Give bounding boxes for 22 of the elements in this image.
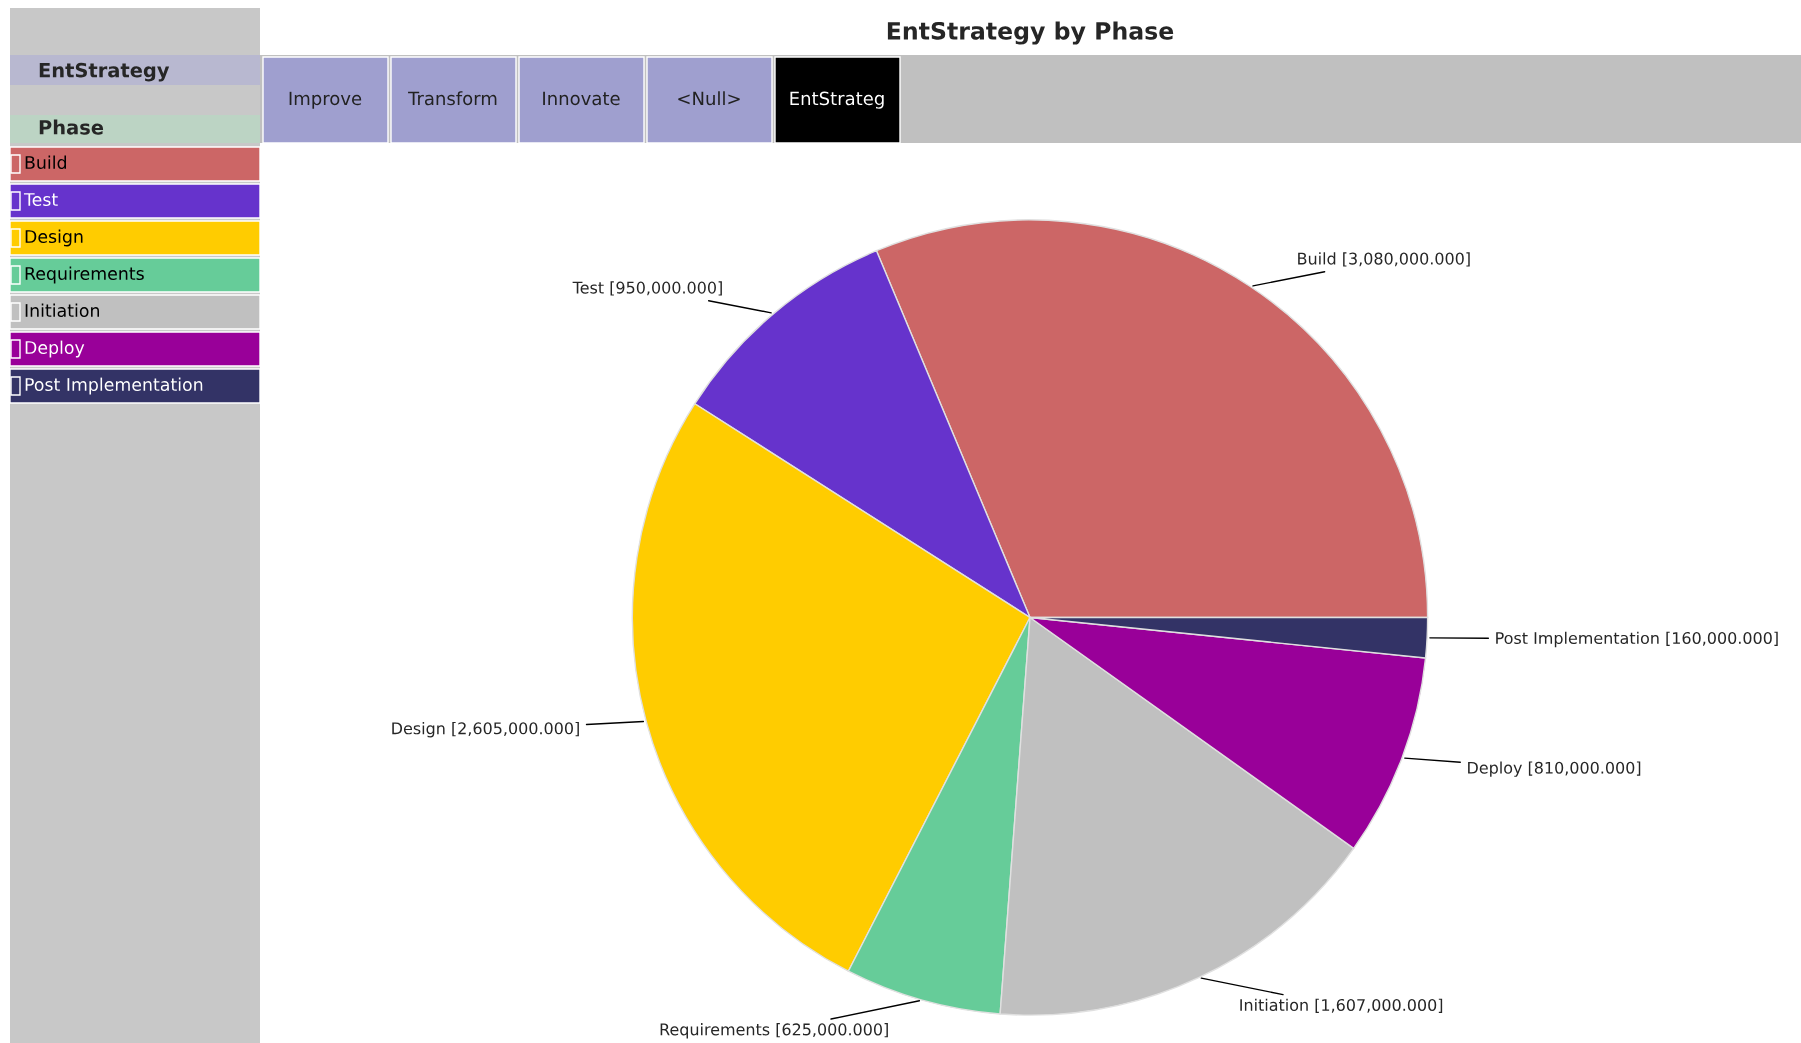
chart-title: EntStrategy by Phase (887, 21, 1174, 45)
text: Improve (289, 91, 362, 109)
category-label: Deploy [810,000.000] (1468, 761, 1641, 777)
legend-label: Post Implementation (25, 377, 203, 395)
category-label: Post Implementation [160,000.000] (1496, 631, 1778, 648)
category-label: Build [3,080,000.000] (1298, 252, 1470, 267)
legend-label: Build (25, 155, 66, 170)
text: EntStrateg (790, 91, 884, 109)
text: EntStrategy (39, 62, 170, 82)
text: <Null> (678, 91, 740, 106)
legend-title: Phase (39, 119, 104, 135)
legend-label: Deploy (25, 340, 85, 358)
legend-label: Test (23, 193, 58, 207)
legend-label: Design (25, 229, 83, 247)
legend-label: Initiation (25, 303, 99, 318)
legend-label: Requirements (25, 266, 144, 284)
text: Innovate (543, 91, 620, 106)
category-label: Test [950,000.000] (572, 281, 722, 296)
category-label: Initiation [1,607,000.000] (1240, 998, 1443, 1013)
category-label: Design [2,605,000.000] (392, 722, 579, 738)
category-label: Requirements [625,000.000] (660, 1023, 888, 1039)
text: Transform (408, 91, 497, 106)
